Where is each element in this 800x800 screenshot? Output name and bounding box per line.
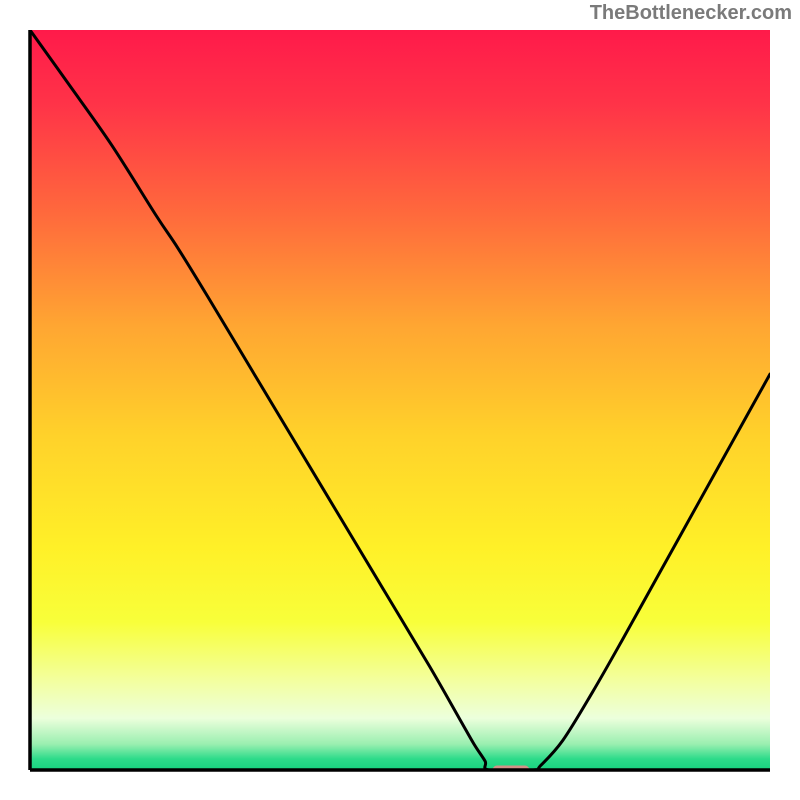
watermark-text: TheBottlenecker.com	[590, 2, 792, 25]
chart-background	[30, 30, 770, 770]
chart-svg	[0, 0, 800, 800]
bottleneck-chart: TheBottlenecker.com	[0, 0, 800, 800]
